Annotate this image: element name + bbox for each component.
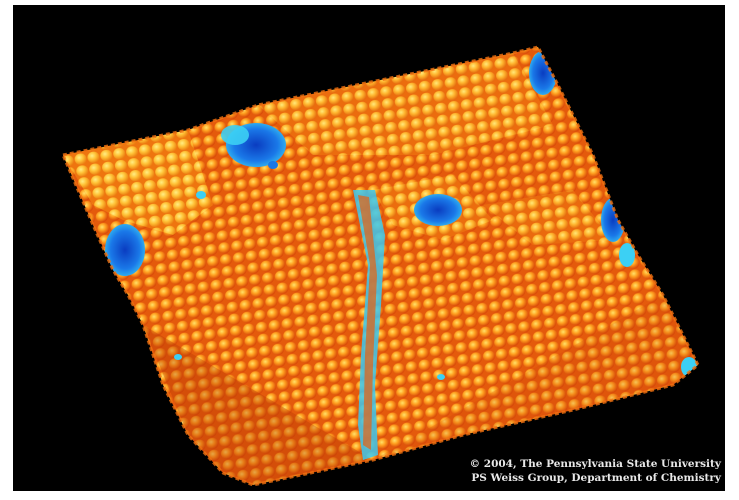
surface-layer <box>63 47 698 485</box>
atomic-surface-image <box>60 45 700 487</box>
copyright-line: © 2004, The Pennsylvania State Universit… <box>469 458 721 470</box>
image-frame: © 2004, The Pennsylvania State Universit… <box>13 5 725 491</box>
group-credit-line: PS Weiss Group, Department of Chemistry <box>471 472 721 484</box>
copyright-caption: © 2004, The Pennsylvania State Universit… <box>470 457 721 485</box>
